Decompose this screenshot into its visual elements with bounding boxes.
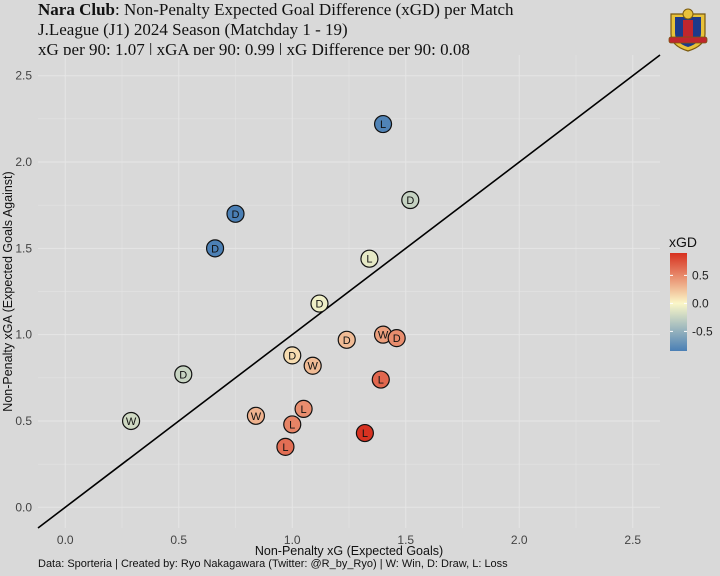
point-result-label: W [126,416,137,428]
point-result-label: D [343,335,351,347]
point-result-label: D [316,299,324,311]
y-tick-label: 0.5 [15,414,32,428]
point-marker [360,249,379,268]
point-result-label: D [393,333,401,345]
legend-colorbar [670,253,687,351]
legend-tick-label: 0.0 [692,296,709,310]
point-result-label: L [366,254,372,266]
x-axis-label: Non-Penalty xG (Expected Goals) [255,544,443,558]
point-marker [283,346,302,365]
data-point: L [283,415,302,434]
chart-title: Nara Club: Non-Penalty Expected Goal Dif… [38,0,514,20]
data-point: D [337,330,356,349]
point-marker [283,415,302,434]
data-point: W [121,411,141,431]
point-marker [121,411,141,431]
point-marker [373,114,393,134]
point-marker [205,239,225,258]
x-tick-label: 1.0 [284,533,301,547]
point-marker [294,399,313,418]
x-tick-label: 0.0 [57,533,74,547]
data-point: D [310,294,329,313]
data-point: W [303,356,322,375]
point-result-label: D [406,195,414,207]
data-point: L [355,423,374,443]
y-axis-label: Non-Penalty xGA (Expected Goals Against) [1,171,15,411]
point-marker [276,437,295,456]
data-point: D [174,365,193,384]
point-marker [337,330,356,349]
point-result-label: L [289,419,295,431]
point-marker [355,423,374,443]
legend-ticks: 0.5 0.0 -0.5 [670,268,713,338]
data-point: L [294,399,313,418]
point-result-label: L [362,428,368,440]
chart-subtitle: J.League (J1) 2024 Season (Matchday 1 - … [38,20,348,39]
data-point: D [387,329,406,348]
x-tick-label: 1.5 [397,533,414,547]
x-tick-label: 2.5 [624,533,641,547]
legend-tick-label: -0.5 [692,324,713,338]
point-marker [174,365,193,384]
data-point: L [371,370,390,389]
y-tick-label: 1.5 [15,241,32,255]
y-tick-label: 1.0 [15,328,32,342]
point-marker [303,356,322,375]
color-legend: xGD 0.5 0.0 -0.5 [669,234,713,351]
data-point: D [401,190,420,210]
caption: Data: Sporteria | Created by: Ryo Nakaga… [38,558,508,570]
club-name: Nara Club [38,0,115,19]
club-crest-icon [668,8,708,52]
data-point: W [246,406,266,425]
point-result-label: L [301,404,307,416]
title-block: Nara Club: Non-Penalty Expected Goal Dif… [38,0,514,60]
data-point: D [226,204,245,223]
legend-tick-label: 0.5 [692,268,709,282]
legend-title: xGD [669,234,697,250]
point-result-label: W [251,411,262,423]
point-result-label: D [288,350,296,362]
title-rest: : Non-Penalty Expected Goal Difference (… [114,0,514,19]
x-tick-label: 0.5 [170,533,187,547]
point-result-label: W [307,361,318,373]
point-result-label: D [211,243,219,255]
y-tick-label: 2.5 [15,69,32,83]
point-marker [226,204,245,223]
y-tick-label: 0.0 [15,500,32,514]
point-result-label: D [179,369,187,381]
point-result-label: W [378,330,389,342]
y-axis-ticks: 0.0 0.5 1.0 1.5 2.0 2.5 [15,69,32,515]
data-point: D [205,239,225,258]
point-result-label: D [232,209,240,221]
data-point: L [276,437,295,456]
point-marker [310,294,329,313]
data-point: L [373,114,393,134]
point-marker [387,329,406,348]
reference-line [37,54,661,529]
x-tick-label: 2.0 [511,533,528,547]
point-result-label: L [282,442,288,454]
x-axis-ticks: 0.0 0.5 1.0 1.5 2.0 2.5 [57,533,642,547]
point-marker [371,370,390,389]
point-result-label: L [380,119,386,131]
data-point: D [283,346,302,365]
y-tick-label: 2.0 [15,155,32,169]
point-marker [401,190,420,210]
chart-stats: xG per 90: 1.07 | xGA per 90: 0.99 | xG … [38,40,470,59]
point-marker [246,406,266,425]
data-point: L [360,249,379,268]
point-result-label: L [378,375,384,387]
